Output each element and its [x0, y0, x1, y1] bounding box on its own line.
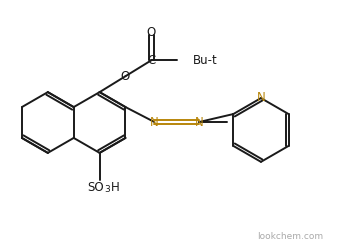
Text: H: H: [110, 181, 119, 194]
Text: N: N: [150, 116, 159, 128]
Text: O: O: [147, 26, 156, 39]
Text: SO: SO: [87, 181, 104, 194]
Text: O: O: [121, 70, 130, 83]
Text: C: C: [147, 54, 155, 67]
Text: 3: 3: [105, 185, 110, 194]
Text: N: N: [256, 91, 265, 103]
Text: Bu-t: Bu-t: [193, 54, 218, 67]
Text: N: N: [195, 116, 204, 128]
Text: lookchem.com: lookchem.com: [257, 232, 323, 241]
